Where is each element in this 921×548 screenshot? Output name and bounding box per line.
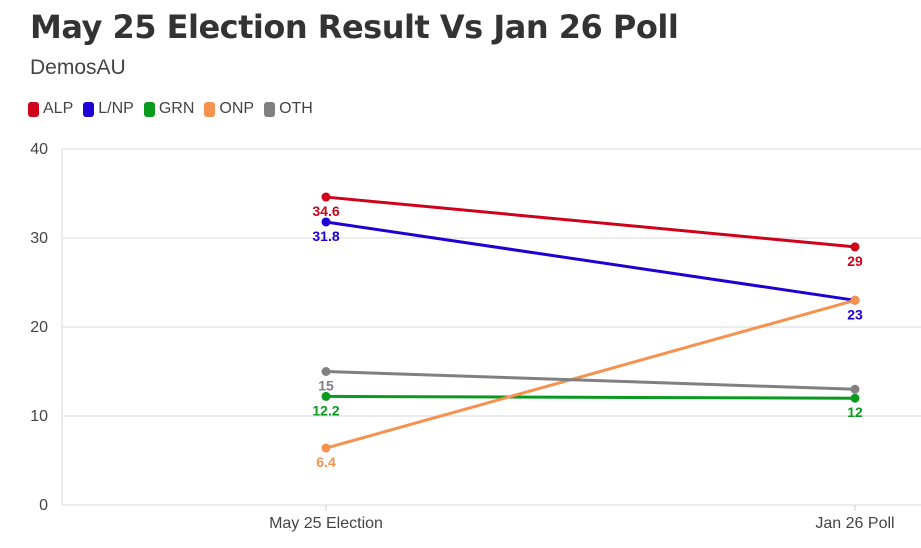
legend-label: OTH [279, 100, 313, 117]
data-label-alp: 29 [847, 253, 863, 269]
legend-label: ALP [43, 100, 74, 117]
y-tick-label: 30 [30, 230, 48, 247]
x-tick-label: May 25 Election [269, 515, 383, 532]
y-tick-label: 10 [30, 408, 48, 425]
chart-subtitle: DemosAU [30, 56, 126, 79]
data-point-grn[interactable] [321, 391, 331, 401]
data-point-alp[interactable] [850, 242, 860, 252]
data-point-onp[interactable] [850, 295, 860, 305]
y-tick-label: 40 [30, 141, 48, 158]
data-label-lnp: 23 [847, 306, 863, 322]
legend-item-onp[interactable]: ONP [204, 100, 254, 118]
chart-title: May 25 Election Result Vs Jan 26 Poll [30, 8, 679, 46]
legend-swatch [83, 101, 95, 117]
legend-swatch [28, 101, 39, 117]
series-line-lnp [325, 220, 856, 302]
x-tick-label: Jan 26 Poll [815, 515, 894, 532]
legend-swatch [204, 101, 216, 117]
data-label-lnp: 31.8 [312, 228, 339, 244]
data-point-grn[interactable] [850, 393, 860, 403]
legend-item-oth[interactable]: OTH [264, 100, 313, 118]
data-point-oth[interactable] [850, 384, 860, 394]
data-point-oth[interactable] [321, 367, 331, 376]
series-line-alp [325, 195, 856, 249]
data-label-onp: 6.4 [316, 454, 336, 470]
legend-item-grn[interactable]: GRN [143, 100, 195, 118]
legend-swatch [143, 101, 155, 117]
legend-swatch [264, 101, 276, 117]
legend: ALP L/NP GRN ONP OTH [28, 100, 313, 118]
legend-item-alp[interactable]: ALP [28, 100, 73, 118]
y-tick-label: 0 [39, 497, 48, 514]
series-line-oth [325, 370, 856, 391]
data-label-grn: 12 [847, 404, 863, 420]
series-line-onp [325, 298, 856, 450]
y-tick-label: 20 [30, 319, 48, 336]
series-line-grn [325, 394, 856, 400]
legend-label: GRN [158, 100, 195, 117]
data-point-onp[interactable] [321, 443, 331, 453]
legend-label: L/NP [98, 100, 134, 117]
data-point-lnp[interactable] [321, 217, 331, 227]
data-label-oth: 15 [318, 378, 334, 394]
data-label-grn: 12.2 [312, 402, 339, 418]
legend-item-lnp[interactable]: L/NP [83, 100, 134, 118]
data-label-alp: 34.6 [312, 203, 339, 219]
legend-label: ONP [219, 100, 255, 117]
data-point-alp[interactable] [321, 192, 331, 202]
